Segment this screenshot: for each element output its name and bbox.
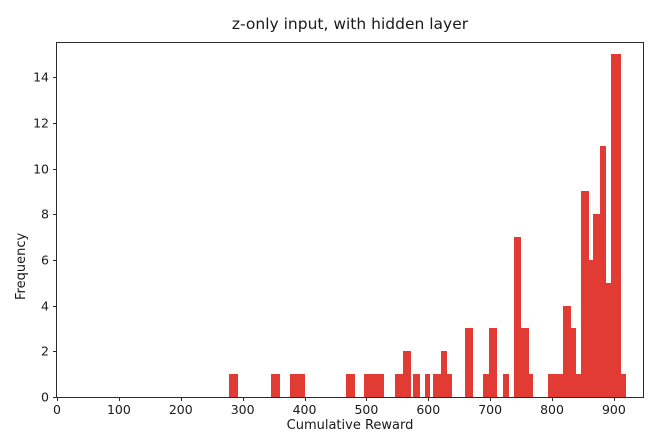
axes-frame	[56, 42, 644, 398]
histogram-bar	[229, 374, 238, 397]
y-tick-label: 0	[41, 389, 49, 405]
histogram-bar	[581, 191, 589, 397]
histogram-bar	[433, 374, 441, 397]
histogram-bar	[395, 374, 403, 397]
x-tick-mark	[552, 397, 554, 401]
histogram-bar	[621, 374, 626, 397]
y-tick-label: 10	[33, 161, 49, 177]
histogram-bar	[483, 374, 489, 397]
histogram-bar	[571, 328, 576, 397]
x-tick-label: 500	[354, 402, 379, 417]
x-tick-mark	[304, 397, 306, 401]
x-tick-label: 200	[168, 402, 193, 417]
histogram-bar	[290, 374, 305, 397]
histogram-bar	[489, 328, 497, 397]
x-tick-mark	[613, 397, 615, 401]
y-tick-label: 6	[41, 252, 49, 268]
x-tick-label: 800	[540, 402, 564, 417]
y-tick-label: 2	[41, 343, 49, 359]
histogram-bar	[503, 374, 509, 397]
y-tick-mark	[53, 122, 57, 124]
histogram-bar	[606, 283, 611, 397]
x-tick-mark	[118, 397, 120, 401]
y-tick-mark	[53, 214, 57, 216]
x-axis-label: Cumulative Reward	[286, 418, 414, 433]
x-tick-mark	[57, 397, 58, 401]
histogram-bar	[364, 374, 384, 397]
histogram-bar	[563, 306, 571, 397]
histogram-bar	[589, 260, 593, 397]
y-axis-label: Frequency	[14, 232, 29, 300]
y-tick-label: 4	[41, 298, 49, 314]
y-tick-mark	[53, 168, 57, 170]
x-tick-mark	[242, 397, 244, 401]
y-tick-label: 14	[33, 69, 49, 85]
x-tick-label: 600	[416, 402, 441, 417]
histogram-bar	[548, 374, 563, 397]
histogram-bar	[271, 374, 280, 397]
histogram-bar	[611, 54, 621, 397]
histogram-bar	[600, 146, 606, 397]
y-tick-label: 12	[33, 115, 49, 131]
histogram-bar	[576, 374, 581, 397]
y-tick-mark	[53, 351, 57, 353]
y-tick-mark	[53, 259, 57, 261]
y-tick-mark	[53, 77, 57, 79]
histogram-bar	[403, 351, 411, 397]
histogram-bar	[465, 328, 473, 397]
chart-title: z-only input, with hidden layer	[231, 15, 469, 33]
histogram-bar	[441, 351, 447, 397]
y-tick-mark	[53, 397, 57, 398]
histogram-bar	[529, 374, 533, 397]
x-tick-mark	[490, 397, 492, 401]
x-tick-label: 400	[292, 402, 317, 417]
y-tick-mark	[53, 305, 57, 307]
x-tick-mark	[428, 397, 430, 401]
histogram-bar	[521, 328, 529, 397]
histogram-bar	[346, 374, 355, 397]
histogram-bar	[413, 374, 420, 397]
histogram-bar	[425, 374, 430, 397]
plot-area: 0 100 200 300 400 500 600 700 800 900 0 2 4 6 8 10 12 14 …	[14, 42, 644, 433]
histogram-bar	[447, 374, 452, 397]
x-tick-label: 900	[601, 402, 626, 417]
x-tick-mark	[366, 397, 368, 401]
histogram-bar	[593, 214, 600, 397]
histogram-bar	[514, 237, 521, 397]
x-tick-label: 100	[106, 402, 131, 417]
y-tick-label: 8	[41, 206, 49, 222]
x-tick-label: 300	[230, 402, 255, 417]
x-tick-label: 0	[53, 402, 61, 417]
x-tick-mark	[180, 397, 182, 401]
x-tick-label: 700	[478, 402, 503, 417]
